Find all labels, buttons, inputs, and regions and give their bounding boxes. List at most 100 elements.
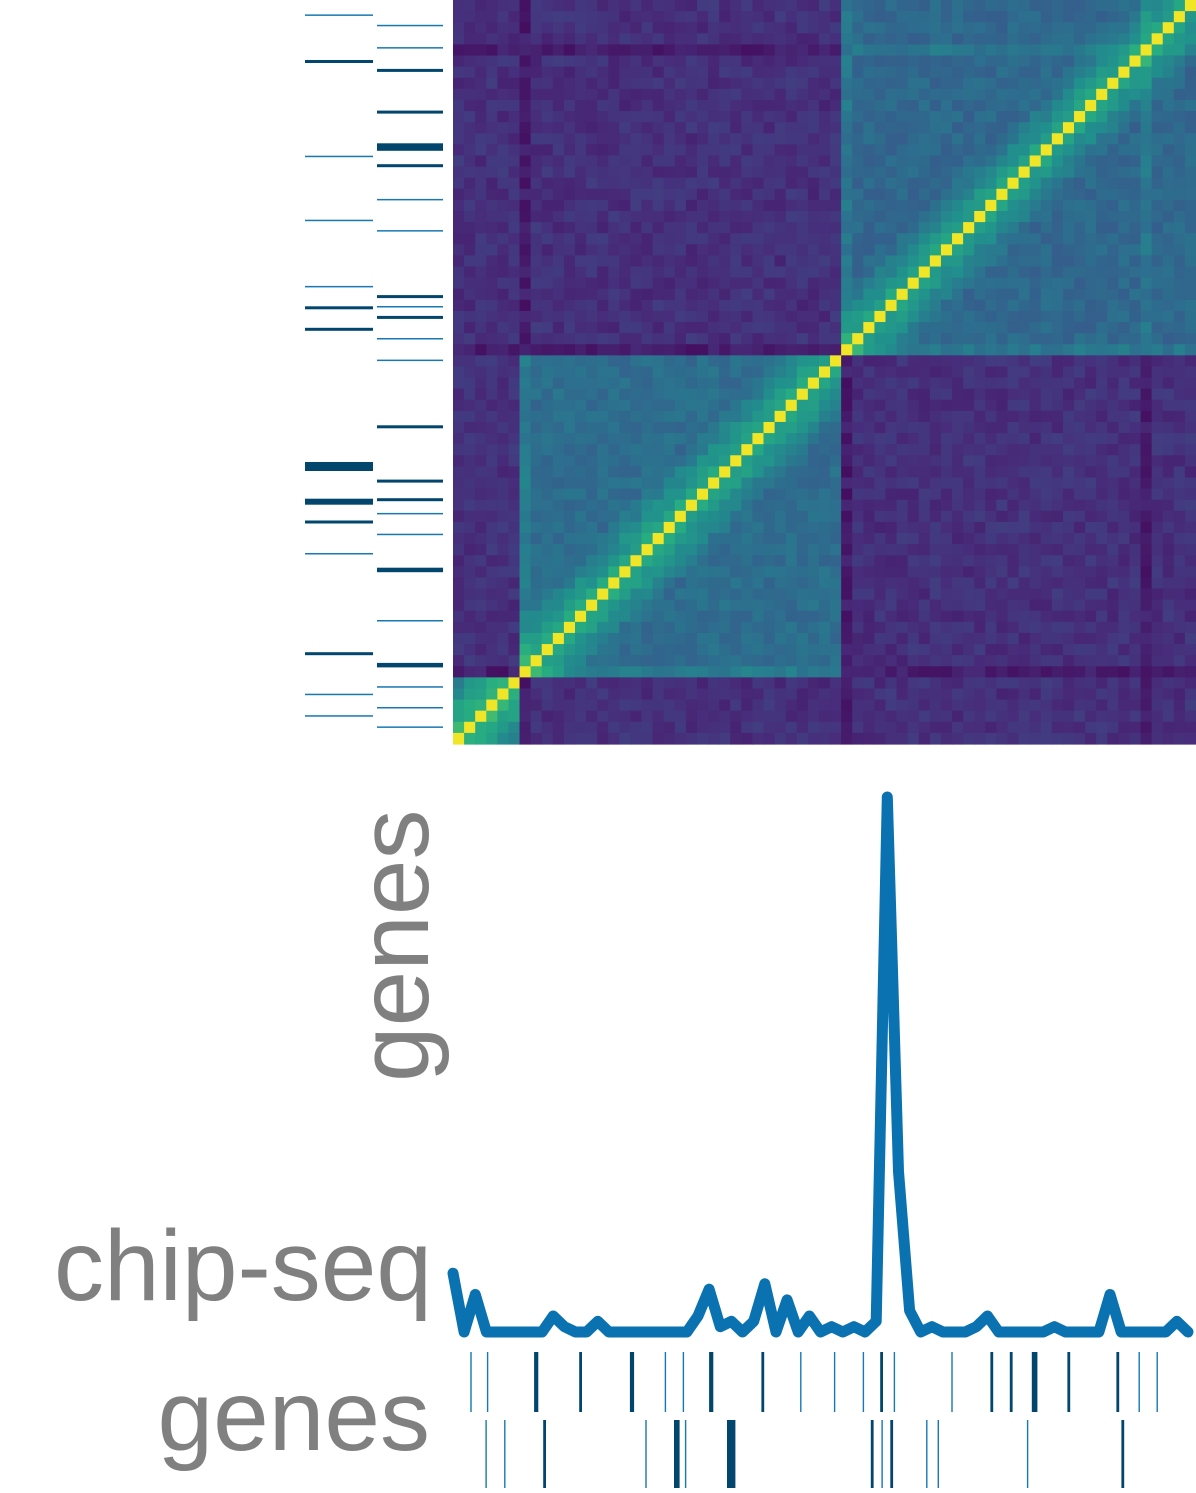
- heatmap-cell: [1129, 133, 1142, 145]
- heatmap-cell: [652, 344, 665, 356]
- heatmap-cell: [574, 610, 587, 623]
- heatmap-cell: [841, 11, 853, 23]
- heatmap-cell: [885, 33, 898, 46]
- heatmap-cell: [508, 111, 521, 123]
- heatmap-cell: [1051, 621, 1064, 634]
- heatmap-cell: [563, 255, 576, 268]
- heatmap-cell: [508, 355, 521, 368]
- heatmap-cell: [830, 488, 842, 501]
- heatmap-cell: [1173, 288, 1186, 301]
- heatmap-cell: [541, 477, 554, 490]
- heatmap-cell: [1040, 22, 1053, 34]
- heatmap-cell: [541, 11, 554, 23]
- heatmap-cell: [785, 22, 798, 34]
- heatmap-cell: [1140, 666, 1153, 678]
- heatmap-cell: [563, 333, 576, 345]
- heatmap-cell: [497, 610, 510, 623]
- heatmap-cell: [1151, 244, 1164, 256]
- heatmap-cell: [1173, 732, 1186, 745]
- heatmap-cell: [774, 533, 787, 545]
- heatmap-cell: [563, 410, 576, 423]
- heatmap-cell: [852, 333, 864, 345]
- chipseq-series-line: [447, 791, 1194, 1338]
- heatmap-cell: [774, 255, 787, 268]
- heatmap-cell: [830, 555, 842, 567]
- heatmap-cell: [619, 210, 632, 223]
- heatmap-cell: [1140, 510, 1153, 523]
- heatmap-cell: [1018, 533, 1031, 545]
- heatmap-cell: [475, 677, 487, 690]
- heatmap-cell: [1040, 133, 1053, 145]
- heatmap-cell: [574, 344, 587, 356]
- heatmap-cell: [885, 310, 898, 323]
- heatmap-cell: [1029, 355, 1042, 368]
- heatmap-cell: [1151, 644, 1164, 656]
- heatmap-cell: [796, 233, 809, 245]
- heatmap-cell: [563, 33, 576, 46]
- heatmap-cell: [929, 544, 942, 556]
- heatmap-cell: [541, 155, 554, 168]
- heatmap-cell: [763, 233, 776, 245]
- heatmap-cell: [952, 666, 964, 678]
- heatmap-cell: [1051, 210, 1064, 223]
- heatmap-cell: [1118, 433, 1131, 445]
- heatmap-cell: [1129, 144, 1142, 157]
- heatmap-cell: [1107, 266, 1119, 279]
- heatmap-cell: [774, 55, 787, 68]
- heatmap-cell: [685, 288, 698, 301]
- heatmap-cell: [508, 77, 521, 90]
- heatmap-cell: [552, 644, 565, 656]
- heatmap-cell: [741, 533, 754, 545]
- heatmap-cell: [652, 521, 665, 534]
- heatmap-cell: [1162, 322, 1175, 334]
- heatmap-cell: [563, 444, 576, 456]
- heatmap-cell: [497, 33, 510, 46]
- heatmap-cell: [663, 555, 676, 567]
- heatmap-cell: [785, 210, 798, 223]
- gene-tick: [951, 1352, 953, 1412]
- heatmap-cell: [863, 732, 875, 745]
- heatmap-cell: [874, 199, 887, 212]
- heatmap-cell: [1040, 366, 1053, 379]
- heatmap-cell: [1184, 77, 1196, 90]
- heatmap-cell: [952, 77, 964, 90]
- heatmap-cell: [464, 644, 476, 656]
- heatmap-cell: [763, 188, 776, 201]
- heatmap-cell: [896, 99, 909, 112]
- heatmap-cell: [641, 277, 654, 290]
- heatmap-cell: [552, 133, 565, 145]
- heatmap-cell: [1074, 444, 1086, 456]
- heatmap-cell: [1085, 421, 1097, 434]
- heatmap-cell: [475, 533, 487, 545]
- gene-mark: [377, 567, 443, 573]
- heatmap-cell: [1018, 155, 1031, 168]
- heatmap-cell: [863, 322, 875, 334]
- heatmap-cell: [652, 655, 665, 667]
- heatmap-cell: [1173, 122, 1186, 134]
- heatmap-cell: [1140, 33, 1153, 46]
- heatmap-cell: [774, 355, 787, 368]
- heatmap-cell: [952, 510, 964, 523]
- heatmap-cell: [674, 433, 687, 445]
- heatmap-cell: [541, 333, 554, 345]
- heatmap-cell: [818, 99, 831, 112]
- heatmap-cell: [1107, 410, 1119, 423]
- heatmap-cell: [896, 644, 909, 656]
- heatmap-cell: [652, 466, 665, 479]
- heatmap-cell: [1040, 666, 1053, 678]
- heatmap-cell: [652, 33, 665, 46]
- heatmap-cell: [708, 133, 720, 145]
- heatmap-cell: [586, 555, 598, 567]
- heatmap-cell: [985, 466, 997, 479]
- heatmap-cell: [1184, 55, 1196, 68]
- heatmap-cell: [1107, 488, 1119, 501]
- heatmap-cell: [497, 521, 510, 534]
- heatmap-cell: [453, 410, 465, 423]
- heatmap-cell: [985, 266, 997, 279]
- heatmap-cell: [1029, 377, 1042, 390]
- heatmap-cell: [486, 166, 498, 179]
- heatmap-cell: [774, 688, 787, 701]
- heatmap-cell: [608, 222, 620, 234]
- heatmap-cell: [652, 644, 665, 656]
- heatmap-cell: [1085, 632, 1097, 645]
